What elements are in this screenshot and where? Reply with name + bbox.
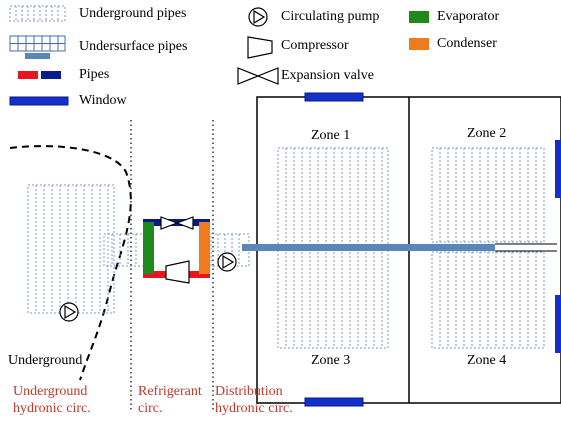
zone-1-label: Zone 1	[311, 128, 351, 143]
window-right-upper	[555, 140, 561, 198]
legend-window-label: Window	[79, 93, 127, 108]
legend-evaporator-label: Evaporator	[437, 9, 500, 24]
main-distribution-pipe	[242, 244, 495, 251]
evaporator	[143, 222, 154, 274]
legend-undersurface-pipes-label: Undersurface pipes	[79, 39, 188, 54]
legend-pipes-label: Pipes	[79, 67, 110, 82]
legend-condenser-icon	[409, 38, 429, 50]
legend-compressor-label: Compressor	[281, 38, 349, 53]
legend-compressor-icon	[247, 36, 273, 59]
zone-2-label: Zone 2	[467, 126, 507, 141]
window-right-lower	[555, 295, 561, 353]
expansion-valve-icon	[160, 216, 194, 230]
condenser	[199, 222, 210, 274]
window-bottom	[304, 397, 364, 407]
zone-4-pipes	[431, 251, 545, 349]
compressor-icon	[165, 260, 190, 284]
legend-circulating-pump-label: Circulating pump	[281, 9, 380, 24]
distribution-circuit-label-line2: hydronic circ.	[215, 401, 293, 416]
underground-circuit-label-line2: hydronic circ.	[13, 401, 91, 416]
zone-1-pipes	[277, 147, 389, 249]
legend-underground-pipes-icon	[9, 5, 66, 22]
refrigerant-circuit-label-line1: Refrigerant	[138, 384, 202, 399]
underground-pipe-field	[27, 184, 115, 314]
underground-label: Underground	[8, 353, 83, 368]
underground-circuit-label-line1: Underground	[13, 384, 88, 399]
zone-2-pipes	[431, 147, 545, 243]
legend-condenser-label: Condenser	[437, 36, 497, 51]
window-top	[304, 92, 364, 102]
legend-window-icon	[9, 96, 69, 106]
legend-underground-pipes-label: Underground pipes	[79, 6, 187, 21]
legend-expansion-valve-icon	[237, 67, 279, 85]
distribution-circuit-label-line1: Distribution	[215, 384, 283, 399]
legend-circulating-pump-icon	[248, 7, 268, 27]
legend-pipes-icon	[18, 71, 61, 79]
refrigerant-circuit-label-line2: circ.	[138, 401, 163, 416]
legend-evaporator-icon	[409, 11, 429, 23]
underground-circulating-pump-icon	[59, 302, 79, 322]
zone-3-pipes	[277, 247, 389, 349]
zone-3-label: Zone 3	[311, 353, 351, 368]
legend-undersurface-pipes-icon	[9, 35, 66, 59]
distribution-circulating-pump-icon	[217, 252, 237, 272]
zone-4-label: Zone 4	[467, 353, 507, 368]
legend-expansion-valve-label: Expansion valve	[281, 68, 374, 83]
underground-heat-exchanger	[103, 233, 145, 267]
underground-boundary	[9, 145, 132, 381]
